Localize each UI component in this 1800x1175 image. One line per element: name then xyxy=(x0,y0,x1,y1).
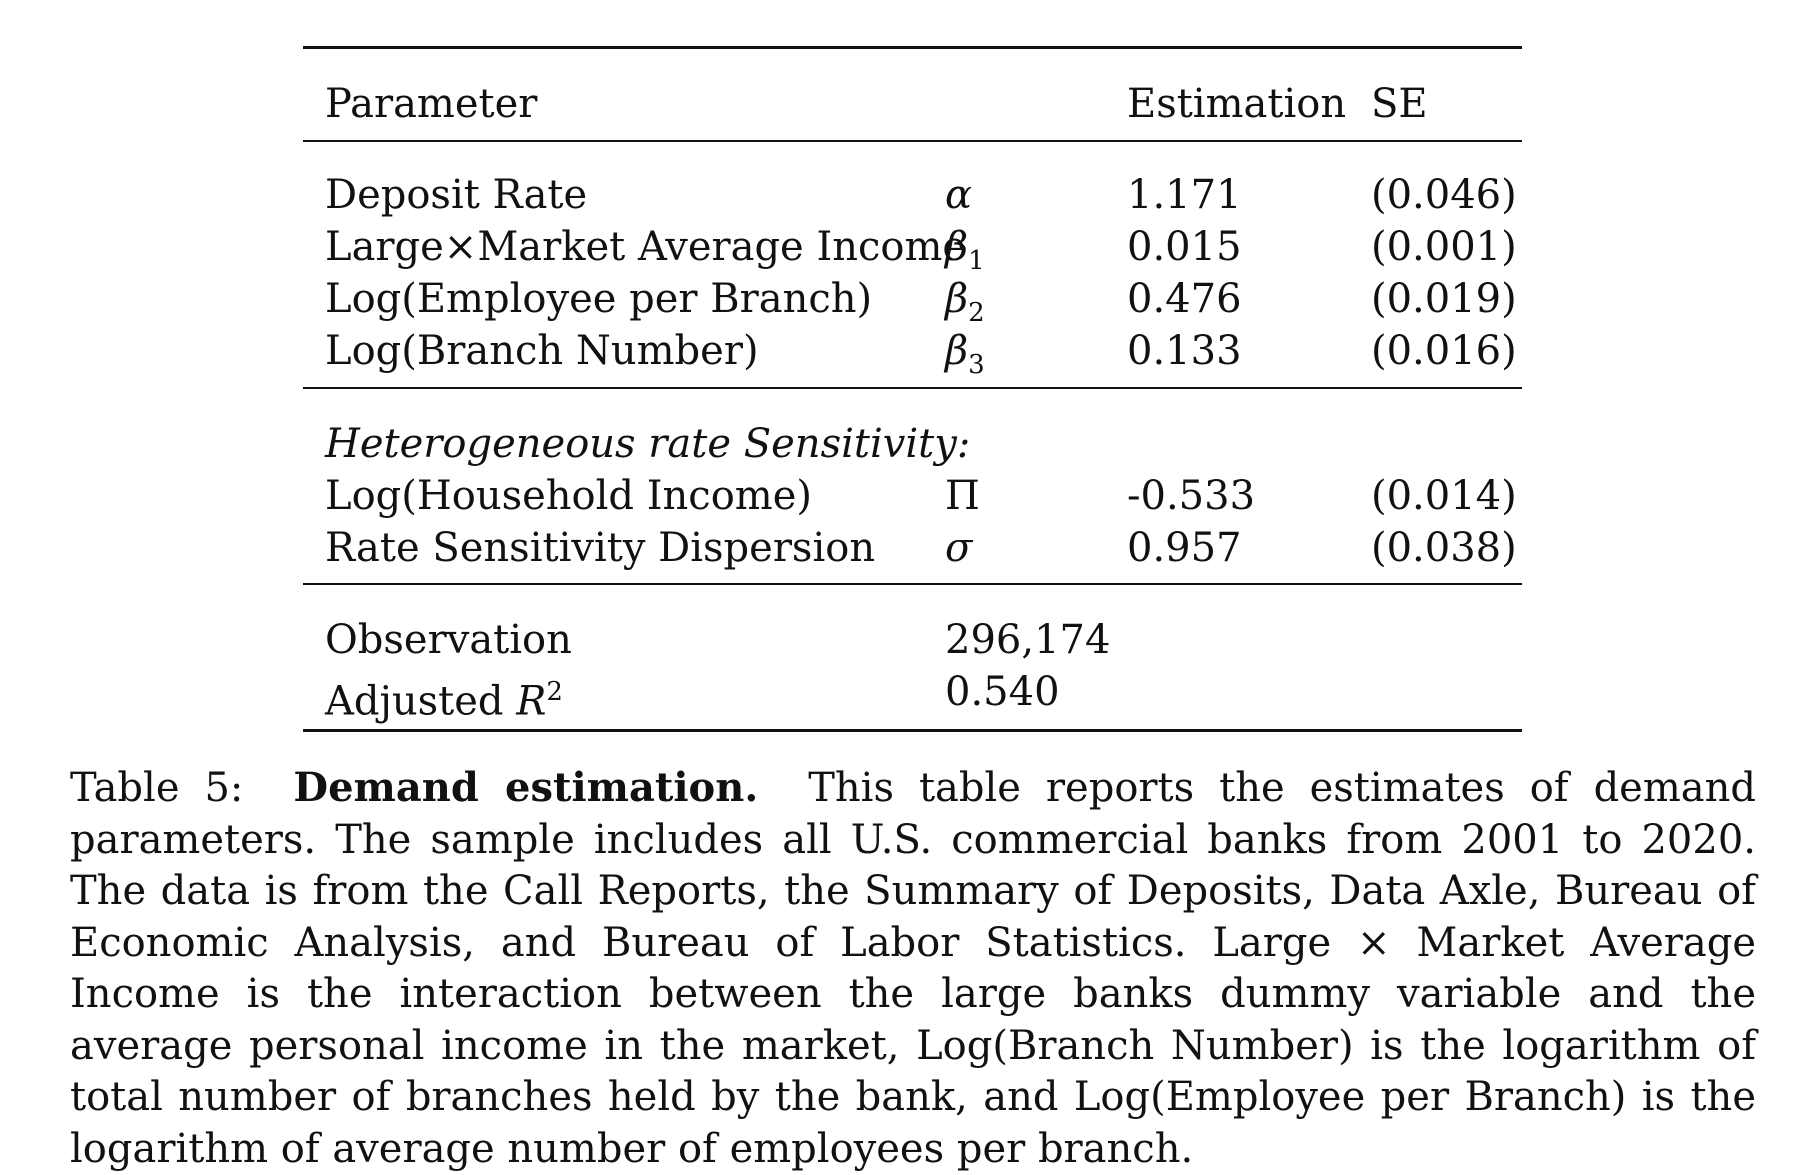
observation-value: 296,174 xyxy=(945,617,1111,663)
row-symbol: Π xyxy=(945,473,980,519)
header-se: SE xyxy=(1371,81,1428,127)
table-header-rule xyxy=(303,140,1522,142)
row-name: Rate Sensitivity Dispersion xyxy=(325,525,876,571)
row-estimate: 1.171 xyxy=(1127,172,1242,218)
row-symbol: β2 xyxy=(945,276,985,328)
row-estimate: 0.476 xyxy=(1127,276,1242,322)
row-se: (0.019) xyxy=(1371,276,1517,322)
header-parameter: Parameter xyxy=(325,81,538,127)
caption-label: Table 5: xyxy=(70,765,244,811)
row-se: (0.014) xyxy=(1371,473,1517,519)
caption-title: Demand estimation. xyxy=(293,764,759,811)
row-symbol: β1 xyxy=(945,224,985,276)
observation-label: Observation xyxy=(325,617,572,663)
table-section-rule xyxy=(303,387,1522,389)
adjusted-r2-label: Adjusted R2 xyxy=(325,677,563,725)
row-se: (0.046) xyxy=(1371,172,1517,218)
row-name: Log(Employee per Branch) xyxy=(325,276,873,322)
row-name: Log(Branch Number) xyxy=(325,328,759,374)
row-estimate: -0.533 xyxy=(1127,473,1256,519)
caption-text: This table reports the estimates of dema… xyxy=(70,765,1756,1172)
row-symbol: σ xyxy=(945,525,973,571)
adjusted-r2-value: 0.540 xyxy=(945,669,1060,715)
row-se: (0.038) xyxy=(1371,525,1517,571)
section-title: Heterogeneous rate Sensitivity: xyxy=(325,421,971,467)
row-estimate: 0.015 xyxy=(1127,224,1242,270)
row-se: (0.001) xyxy=(1371,224,1517,270)
table-stats-rule xyxy=(303,583,1522,585)
row-symbol: β3 xyxy=(945,328,985,380)
row-symbol: α xyxy=(945,172,973,218)
table-bottom-rule xyxy=(303,729,1522,732)
table-top-rule xyxy=(303,46,1522,49)
header-estimation: Estimation xyxy=(1127,81,1347,127)
row-estimate: 0.957 xyxy=(1127,525,1242,571)
row-name: Deposit Rate xyxy=(325,172,588,218)
row-name: Large×Market Average Income xyxy=(325,224,967,270)
row-name: Log(Household Income) xyxy=(325,473,812,519)
table-caption: Table 5: Demand estimation. This table r… xyxy=(70,762,1756,1175)
row-se: (0.016) xyxy=(1371,328,1517,374)
row-estimate: 0.133 xyxy=(1127,328,1242,374)
